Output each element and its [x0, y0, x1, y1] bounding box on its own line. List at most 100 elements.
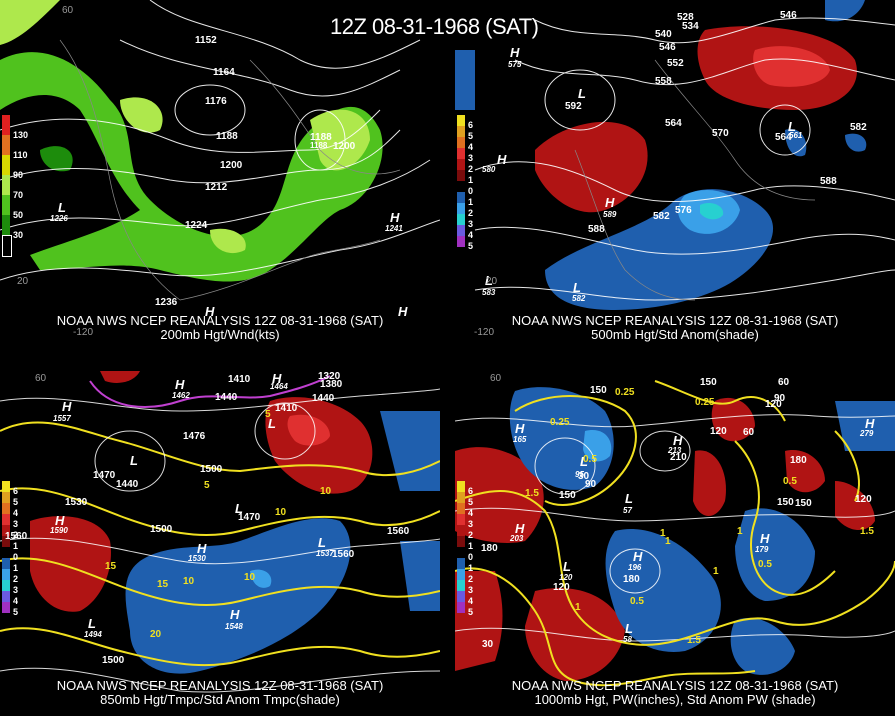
pressure-center-value: 575: [508, 60, 522, 69]
pressure-center-value: 196: [628, 563, 642, 572]
legend-tick: 1: [468, 197, 474, 207]
lon-label: -120: [73, 327, 94, 338]
legend-850mb: 6 5 4 3 2 1 0 1 2 3 4 5: [0, 481, 18, 617]
temp-label: 5: [204, 480, 210, 491]
contour-label: 180: [481, 543, 498, 554]
high-symbol: H: [205, 304, 215, 319]
contour-label: 588: [588, 224, 605, 235]
panel-500mb: 6 5 4 3 2 1 0 1 2 3 4 5 528 534 540 546 …: [455, 0, 895, 345]
contour-label: 30: [578, 471, 590, 482]
high-symbol: H: [865, 416, 875, 431]
contour-label: 576: [675, 205, 692, 216]
pressure-center-value: 561: [789, 131, 803, 140]
freezing-contour: [89, 375, 331, 408]
contour-label: 90: [585, 479, 597, 490]
pw-label: 0.5: [583, 454, 597, 465]
panel-caption: NOAA NWS NCEP REANALYSIS 12Z 08-31-1968 …: [0, 679, 440, 707]
contour-label: 1560: [332, 549, 355, 560]
lon-label: -120: [474, 327, 495, 338]
legend-swatch: [2, 135, 10, 155]
contour-label: 1470: [238, 512, 261, 523]
legend-tick: 2: [468, 164, 474, 174]
coastlines: [574, 59, 816, 301]
height-contours: [0, 0, 440, 281]
legend-tick: 5: [13, 607, 19, 617]
contour-label: 1188: [216, 131, 238, 142]
legend-swatch: [2, 215, 10, 235]
contour-label: 540: [655, 29, 672, 40]
jet-stream-shading: [0, 0, 383, 282]
contour-label: 150: [590, 385, 607, 396]
contour-label: 120: [765, 399, 782, 410]
contour-label: 570: [712, 128, 729, 139]
temperature-contours: [0, 421, 440, 667]
legend-tick: 5: [468, 131, 474, 141]
legend-swatch: [2, 235, 12, 257]
low-symbol: L: [485, 273, 493, 288]
legend-tick: 130: [13, 130, 29, 140]
pw-label: 0.5: [758, 559, 772, 570]
legend-tick: 50: [13, 210, 24, 220]
panel-850mb: 6 5 4 3 2 1 0 1 2 3 4 5 1410 1440 1410 1…: [0, 371, 440, 716]
legend-tick: 3: [468, 519, 474, 529]
contour-label: 150: [559, 490, 576, 501]
contour-label: 150: [795, 498, 812, 509]
contour-label: 1470: [93, 470, 116, 481]
high-symbol: H: [510, 45, 520, 60]
legend-swatch: [2, 115, 10, 135]
legend-1000mb: 6 5 4 3 2 1 0 1 2 3 4 5: [455, 481, 473, 617]
temp-label: 20: [150, 629, 162, 640]
temp-label: 15: [105, 561, 117, 572]
contour-label: 1440: [116, 479, 139, 490]
contour-label: 60: [778, 377, 790, 388]
pressure-center-value: 179: [755, 545, 769, 554]
lat-label: 60: [35, 373, 47, 384]
legend-swatch: [2, 175, 10, 195]
legend-tick: 6: [468, 486, 474, 496]
high-symbol: H: [230, 607, 240, 622]
pressure-center-value: 580: [482, 165, 496, 174]
high-symbol: H: [175, 377, 185, 392]
legend-tick: 0: [468, 186, 474, 196]
low-symbol: L: [318, 535, 326, 550]
contour-label: 1224: [185, 220, 208, 231]
contour-label: 90: [774, 393, 786, 404]
pressure-center-value: 120: [559, 573, 573, 582]
legend-tick: 90: [13, 170, 24, 180]
pressure-center-value: 1464: [270, 382, 288, 391]
contour-label: 120: [553, 582, 570, 593]
lat-label: 60: [490, 373, 502, 384]
high-symbol: H: [633, 549, 643, 564]
contour-label: 1410: [275, 403, 298, 414]
legend-tick: 3: [468, 153, 474, 163]
temp-label: 5: [265, 409, 271, 420]
coastlines: [59, 39, 401, 301]
pressure-center-value: 57: [623, 506, 632, 515]
pw-label: 0.25: [615, 387, 635, 398]
legend-tick: 3: [468, 585, 474, 595]
contour-label: 120: [710, 426, 727, 437]
legend-tick: 3: [468, 219, 474, 229]
main-title: 12Z 08-31-1968 (SAT): [330, 14, 539, 39]
pressure-center-value: 279: [860, 429, 874, 438]
low-symbol: L: [268, 416, 276, 431]
lat-label: 60: [62, 5, 74, 16]
low-symbol: L: [788, 119, 796, 134]
map-1000mb: [455, 380, 895, 687]
legend-tick: 4: [13, 596, 19, 606]
legend-tick: 1: [468, 541, 474, 551]
panel-caption: NOAA NWS NCEP REANALYSIS 12Z 08-31-1968 …: [0, 314, 440, 342]
legend-tick: 4: [468, 230, 474, 240]
pw-label: 1: [713, 566, 719, 577]
low-symbol: L: [88, 616, 96, 631]
caption-line2: 500mb Hgt/Std Anom(shade): [591, 327, 759, 342]
pressure-center-value: 582: [572, 294, 586, 303]
pw-label: 0.5: [630, 596, 644, 607]
pressure-center-value: 213: [668, 446, 682, 455]
map-500mb: [455, 0, 895, 310]
pressure-center-value: 1226: [50, 214, 68, 223]
panel-1000mb: 6 5 4 3 2 1 0 1 2 3 4 5 150 0.25 0.25 15…: [455, 371, 895, 716]
legend-tick: 5: [468, 497, 474, 507]
pw-label: 1: [665, 536, 671, 547]
panel-200mb: 130 110 90 70 50 30 1152 1164 1176 1188 …: [0, 0, 440, 345]
